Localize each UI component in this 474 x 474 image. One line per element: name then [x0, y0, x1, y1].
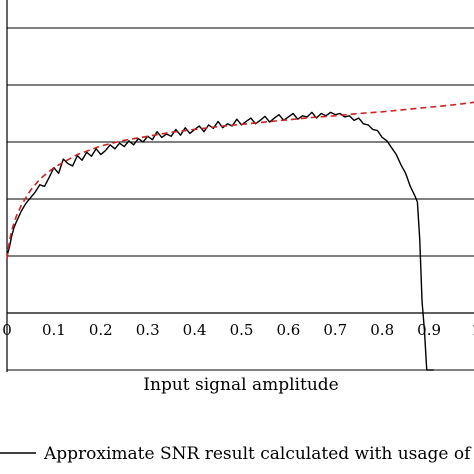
x-tick-labels: 0 0.1 0.2 0.3 0.4 0.5 0.6 0.7 0.8 0.9 1: [2, 321, 474, 339]
x-tick-label: 0.4: [183, 321, 207, 339]
x-tick-label: 1: [471, 321, 474, 339]
grid-lines: [7, 27, 474, 371]
x-tick-label: 0.5: [230, 321, 254, 339]
x-tick-label: 0.9: [417, 321, 441, 339]
x-tick-label: 0.1: [42, 321, 66, 339]
x-tick-label: 0.6: [276, 321, 300, 339]
x-tick-label: 0.7: [323, 321, 347, 339]
legend-label-series-1: Approximate SNR result calculated with u…: [43, 444, 474, 464]
x-tick-label: 0: [2, 321, 12, 339]
x-tick-label: 0.3: [136, 321, 160, 339]
x-tick-label: 0.2: [89, 321, 113, 339]
x-tick-label: 0.8: [370, 321, 394, 339]
legend: Approximate SNR result calculated with u…: [0, 444, 474, 464]
series-line-2: [6, 101, 474, 259]
series-lines: [6, 101, 474, 371]
x-axis-title: Input signal amplitude: [143, 375, 338, 395]
